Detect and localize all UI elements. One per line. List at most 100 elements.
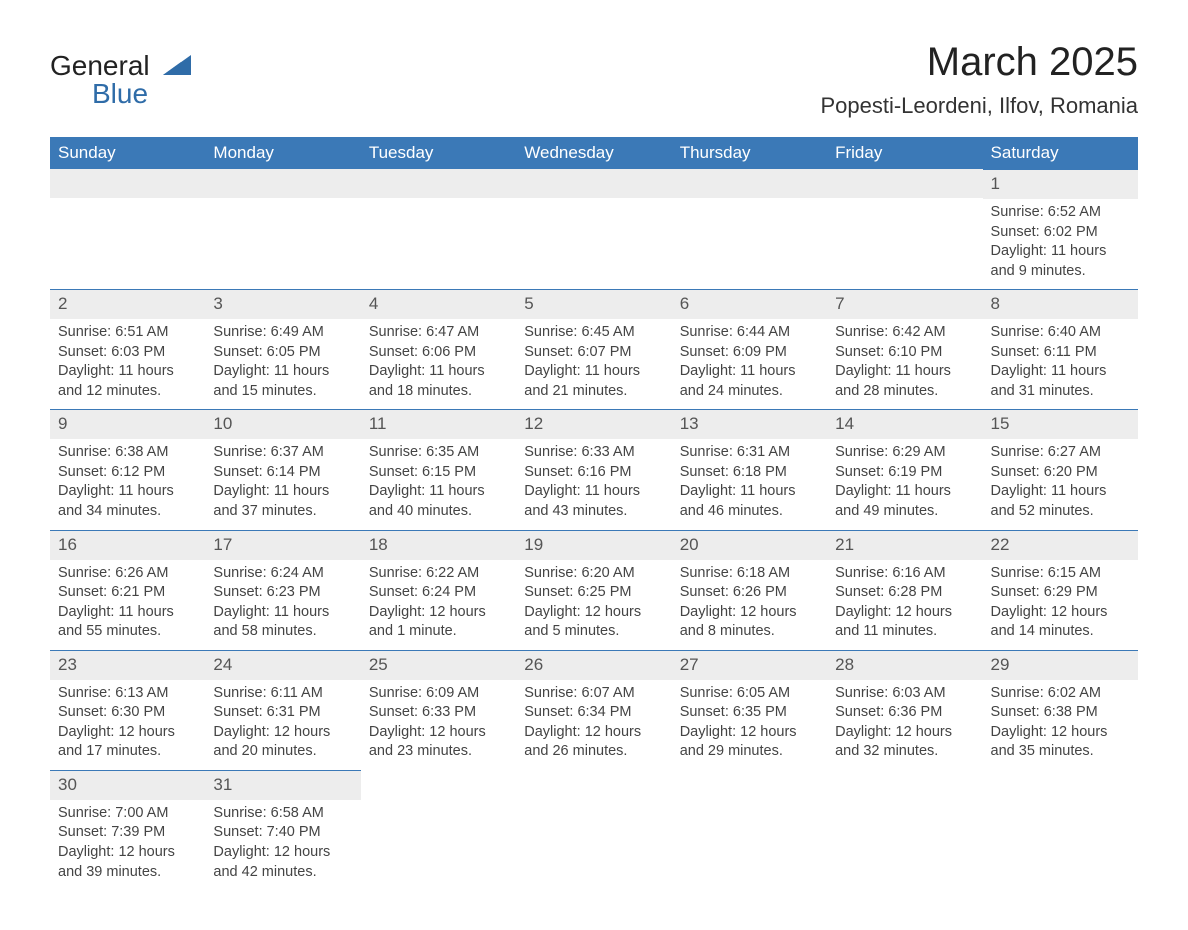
calendar-week-row: 2Sunrise: 6:51 AMSunset: 6:03 PMDaylight… [50, 289, 1138, 409]
calendar-day-number [516, 770, 671, 799]
calendar-day-number: 19 [516, 530, 671, 560]
calendar-day-number: 10 [205, 409, 360, 439]
calendar-day-line: Daylight: 11 hours and 9 minutes. [991, 242, 1130, 281]
calendar-day-body: Sunrise: 6:33 AMSunset: 6:16 PMDaylight:… [516, 439, 671, 529]
calendar-day-body: Sunrise: 6:05 AMSunset: 6:35 PMDaylight:… [672, 680, 827, 770]
calendar-cell: 8 Sunrise: 6:40 AMSunset: 6:11 PMDaylight… [983, 289, 1138, 409]
calendar-day-line: Sunset: 6:18 PM [680, 463, 819, 483]
calendar-day-number: 6 [672, 289, 827, 319]
calendar-header-cell: Monday [205, 137, 360, 169]
calendar-day-number [672, 169, 827, 198]
calendar-day-body: Sunrise: 6:24 AMSunset: 6:23 PMDaylight:… [205, 560, 360, 650]
calendar-week-row: 1Sunrise: 6:52 AMSunset: 6:02 PMDaylight… [50, 169, 1138, 289]
calendar-day-line: Daylight: 11 hours and 12 minutes. [58, 362, 197, 401]
calendar-day-line: Daylight: 12 hours and 26 minutes. [524, 723, 663, 762]
calendar-day-body: Sunrise: 6:09 AMSunset: 6:33 PMDaylight:… [361, 680, 516, 770]
calendar-week-row: 16Sunrise: 6:26 AMSunset: 6:21 PMDayligh… [50, 530, 1138, 650]
brand-word-2: Blue [92, 78, 191, 110]
calendar-day-line: Sunrise: 6:20 AM [524, 564, 663, 584]
calendar-cell: 23Sunrise: 6:13 AMSunset: 6:30 PMDayligh… [50, 650, 205, 770]
calendar-cell [672, 169, 827, 289]
calendar-day-body: Sunrise: 6:07 AMSunset: 6:34 PMDaylight:… [516, 680, 671, 770]
calendar-cell: 6Sunrise: 6:44 AMSunset: 6:09 PMDaylight… [672, 289, 827, 409]
calendar-day-line: Sunrise: 6:40 AM [991, 323, 1130, 343]
calendar-table: SundayMondayTuesdayWednesdayThursdayFrid… [50, 137, 1138, 890]
calendar-day-line: Sunrise: 6:15 AM [991, 564, 1130, 584]
calendar-cell: 31Sunrise: 6:58 AMSunset: 7:40 PMDayligh… [205, 770, 360, 890]
calendar-header-cell: Friday [827, 137, 982, 169]
calendar-cell: 3Sunrise: 6:49 AMSunset: 6:05 PMDaylight… [205, 289, 360, 409]
calendar-cell [361, 770, 516, 890]
brand-triangle-icon [163, 55, 191, 75]
calendar-cell: 11Sunrise: 6:35 AMSunset: 6:15 PMDayligh… [361, 409, 516, 529]
calendar-day-line: Sunset: 6:20 PM [991, 463, 1130, 483]
calendar-day-line: Sunset: 6:33 PM [369, 703, 508, 723]
calendar-header-cell: Sunday [50, 137, 205, 169]
calendar-cell: 15Sunrise: 6:27 AMSunset: 6:20 PMDayligh… [983, 409, 1138, 529]
calendar-day-line: Sunrise: 6:18 AM [680, 564, 819, 584]
calendar-day-body: Sunrise: 6:49 AMSunset: 6:05 PMDaylight:… [205, 319, 360, 409]
calendar-cell: 9Sunrise: 6:38 AMSunset: 6:12 PMDaylight… [50, 409, 205, 529]
calendar-day-number [205, 169, 360, 198]
calendar-day-number: 21 [827, 530, 982, 560]
calendar-day-line: Sunrise: 6:58 AM [213, 804, 352, 824]
calendar-cell: 10Sunrise: 6:37 AMSunset: 6:14 PMDayligh… [205, 409, 360, 529]
calendar-cell [361, 169, 516, 289]
page-header: General Blue March 2025 Popesti-Leordeni… [50, 40, 1138, 119]
calendar-day-line: Sunset: 6:11 PM [991, 343, 1130, 363]
calendar-day-body: Sunrise: 6:11 AMSunset: 6:31 PMDaylight:… [205, 680, 360, 770]
page-title: March 2025 [820, 40, 1138, 85]
calendar-day-line: Daylight: 11 hours and 40 minutes. [369, 482, 508, 521]
calendar-day-number: 3 [205, 289, 360, 319]
calendar-day-line: Sunset: 6:24 PM [369, 583, 508, 603]
calendar-cell: 14Sunrise: 6:29 AMSunset: 6:19 PMDayligh… [827, 409, 982, 529]
calendar-day-number: 26 [516, 650, 671, 680]
calendar-day-line: Daylight: 11 hours and 43 minutes. [524, 482, 663, 521]
calendar-day-line: Sunset: 6:09 PM [680, 343, 819, 363]
calendar-day-line: Sunrise: 6:03 AM [835, 684, 974, 704]
calendar-day-number [827, 770, 982, 799]
calendar-day-line: Sunset: 6:28 PM [835, 583, 974, 603]
calendar-day-number: 2 [50, 289, 205, 319]
calendar-day-line: Sunrise: 6:24 AM [213, 564, 352, 584]
calendar-day-line: Sunset: 6:21 PM [58, 583, 197, 603]
calendar-day-number: 8 [983, 289, 1138, 319]
calendar-day-line: Daylight: 11 hours and 58 minutes. [213, 603, 352, 642]
calendar-cell [983, 770, 1138, 890]
calendar-day-line: Sunrise: 6:44 AM [680, 323, 819, 343]
calendar-day-number: 16 [50, 530, 205, 560]
calendar-day-body: Sunrise: 6:16 AMSunset: 6:28 PMDaylight:… [827, 560, 982, 650]
calendar-day-line: Sunrise: 6:05 AM [680, 684, 819, 704]
calendar-day-body: Sunrise: 6:45 AMSunset: 6:07 PMDaylight:… [516, 319, 671, 409]
calendar-day-line: Sunset: 7:39 PM [58, 823, 197, 843]
calendar-day-number: 29 [983, 650, 1138, 680]
calendar-cell: 27Sunrise: 6:05 AMSunset: 6:35 PMDayligh… [672, 650, 827, 770]
calendar-day-line: Sunset: 6:10 PM [835, 343, 974, 363]
calendar-cell: 5Sunrise: 6:45 AMSunset: 6:07 PMDaylight… [516, 289, 671, 409]
calendar-day-line: Sunrise: 6:29 AM [835, 443, 974, 463]
page-subtitle: Popesti-Leordeni, Ilfov, Romania [820, 93, 1138, 119]
calendar-day-line: Sunrise: 6:51 AM [58, 323, 197, 343]
calendar-day-line: Daylight: 12 hours and 29 minutes. [680, 723, 819, 762]
calendar-day-number: 31 [205, 770, 360, 800]
calendar-day-number [361, 770, 516, 799]
calendar-day-line: Daylight: 11 hours and 15 minutes. [213, 362, 352, 401]
calendar-day-number: 4 [361, 289, 516, 319]
calendar-day-line: Daylight: 11 hours and 31 minutes. [991, 362, 1130, 401]
calendar-day-line: Sunset: 6:19 PM [835, 463, 974, 483]
calendar-day-body: Sunrise: 6:44 AMSunset: 6:09 PMDaylight:… [672, 319, 827, 409]
calendar-day-body: Sunrise: 6:37 AMSunset: 6:14 PMDaylight:… [205, 439, 360, 529]
brand-word-1: General [50, 50, 150, 81]
calendar-day-line: Sunrise: 6:02 AM [991, 684, 1130, 704]
calendar-day-line: Sunrise: 6:49 AM [213, 323, 352, 343]
calendar-day-number [827, 169, 982, 198]
calendar-day-line: Sunset: 6:03 PM [58, 343, 197, 363]
calendar-day-line: Sunset: 6:06 PM [369, 343, 508, 363]
calendar-day-line: Sunset: 6:26 PM [680, 583, 819, 603]
calendar-day-line: Daylight: 12 hours and 20 minutes. [213, 723, 352, 762]
calendar-day-line: Sunrise: 6:27 AM [991, 443, 1130, 463]
calendar-cell: 26Sunrise: 6:07 AMSunset: 6:34 PMDayligh… [516, 650, 671, 770]
calendar-day-body: Sunrise: 6:20 AMSunset: 6:25 PMDaylight:… [516, 560, 671, 650]
calendar-day-line: Daylight: 12 hours and 1 minute. [369, 603, 508, 642]
calendar-day-body: Sunrise: 6:18 AMSunset: 6:26 PMDaylight:… [672, 560, 827, 650]
